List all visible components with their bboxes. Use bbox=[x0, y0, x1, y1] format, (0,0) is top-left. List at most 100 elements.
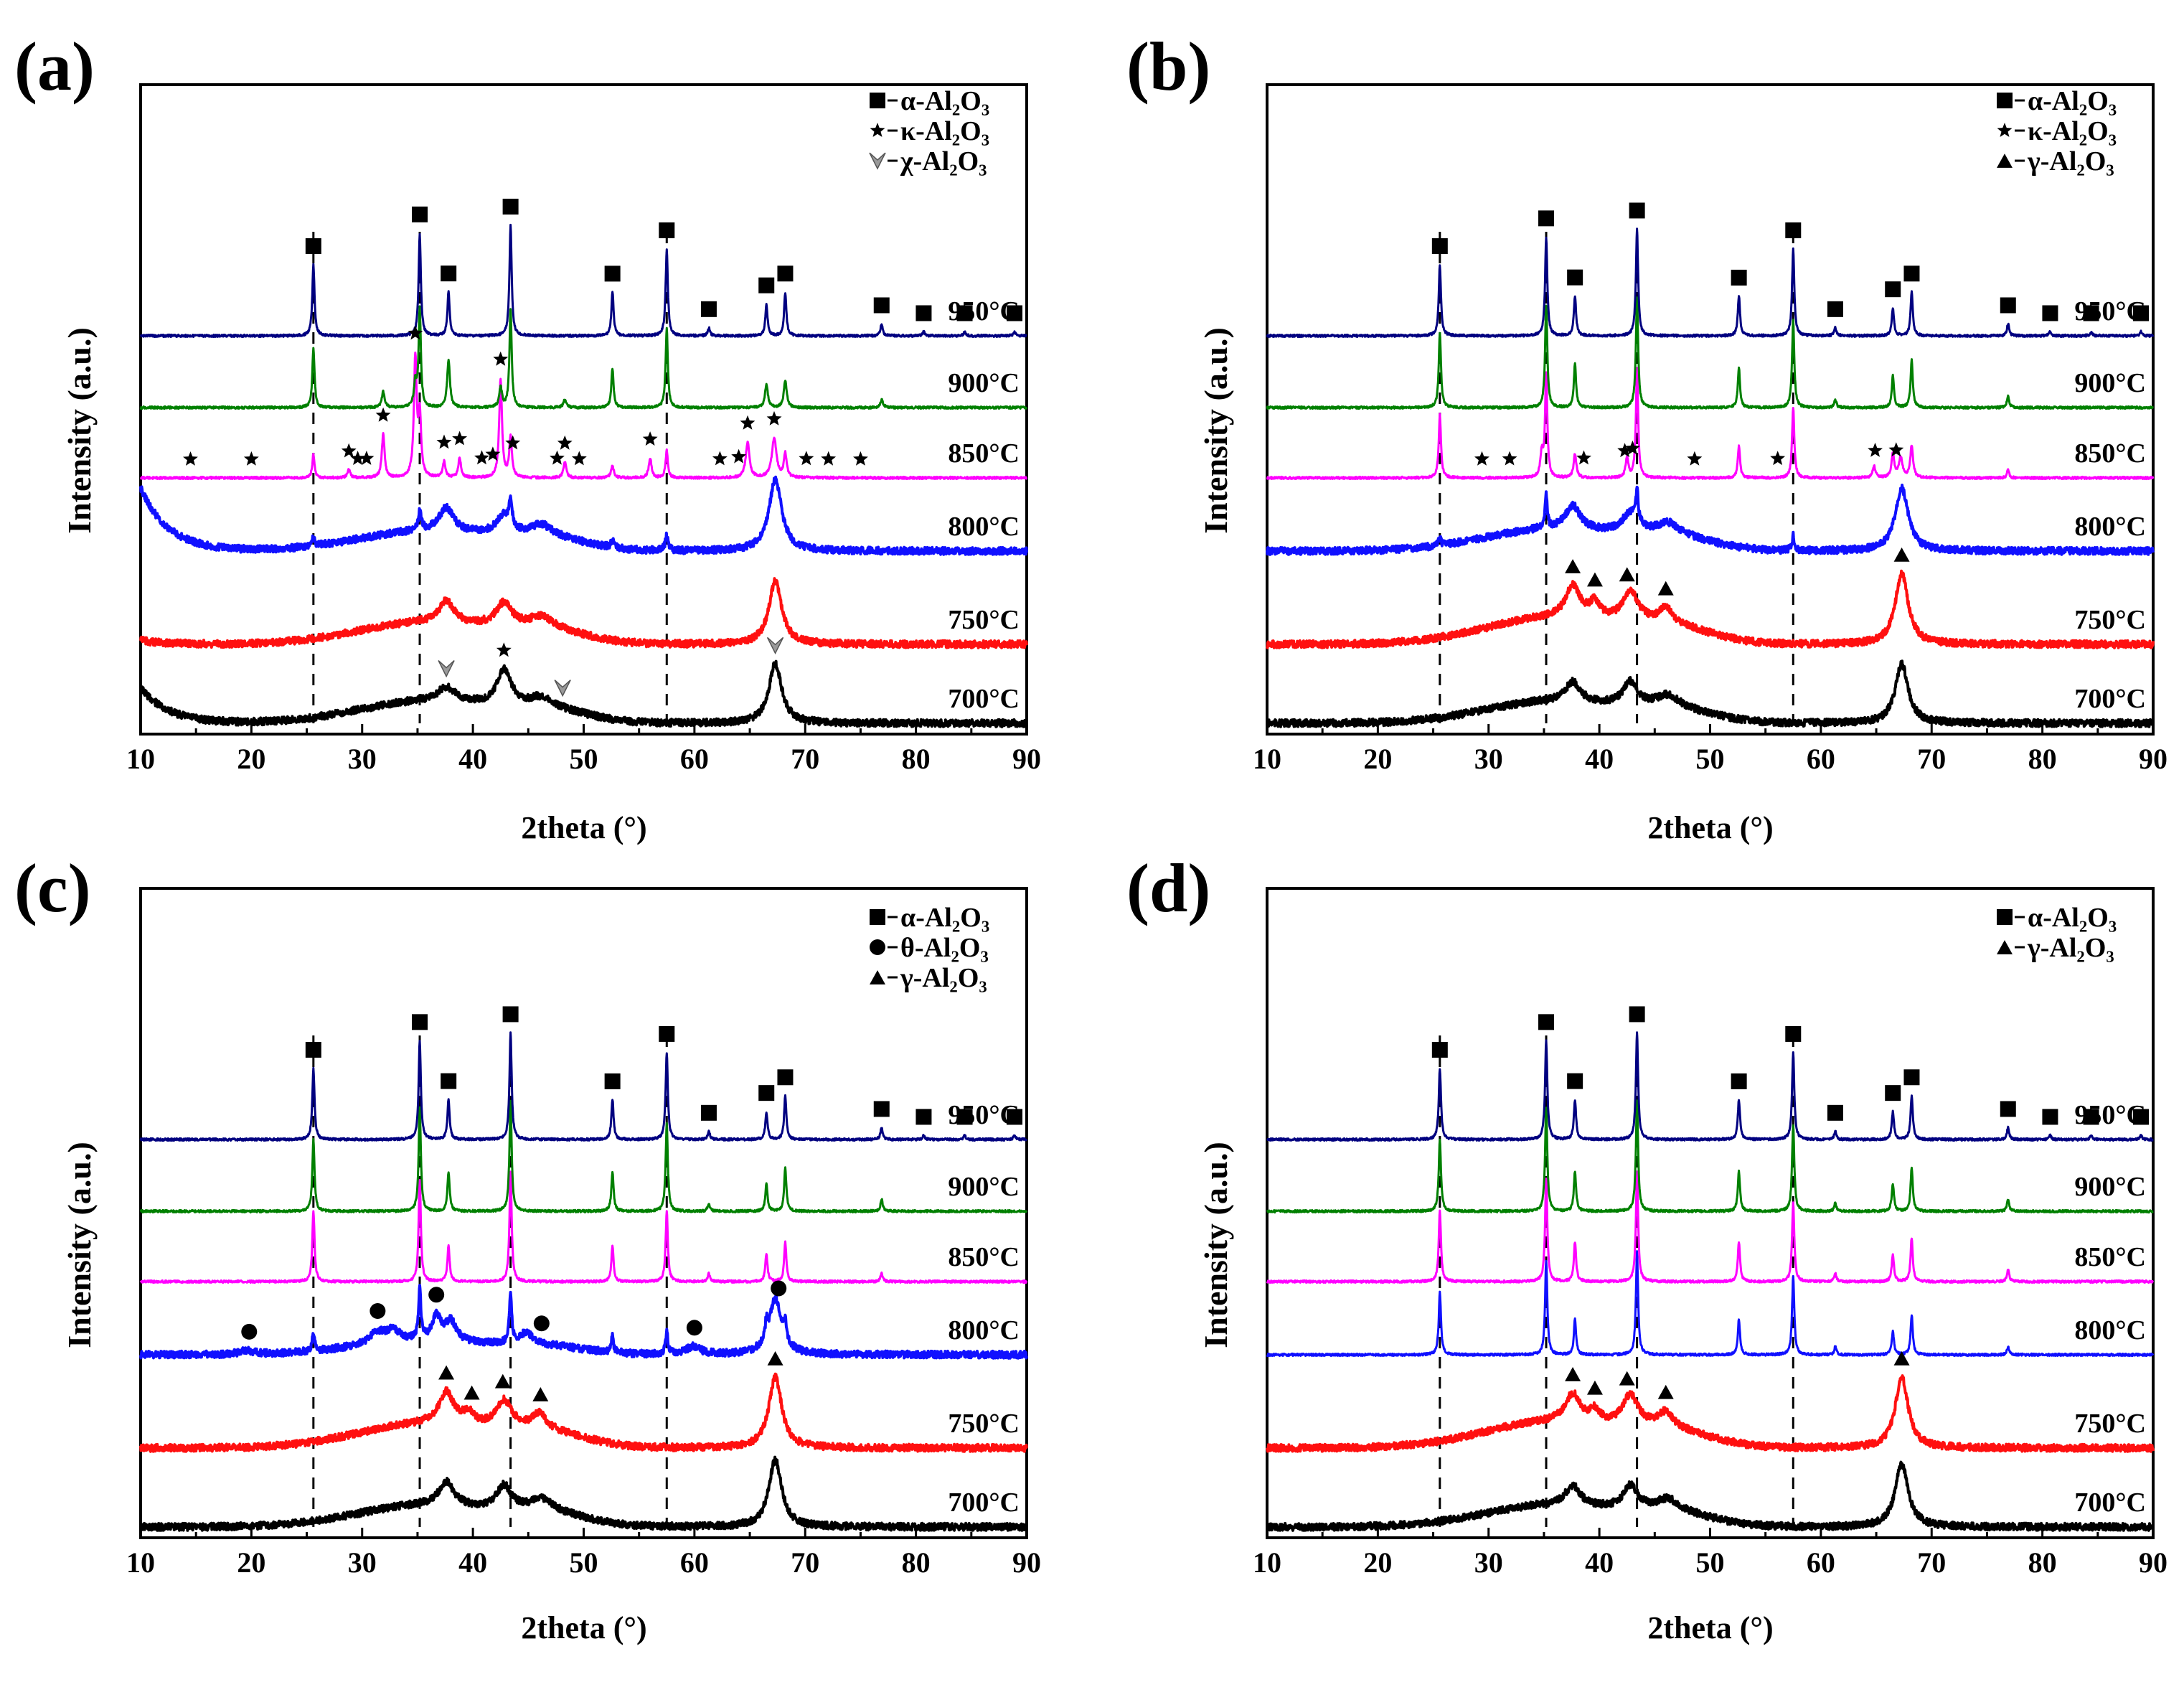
x-tick-label: 70 bbox=[791, 1546, 819, 1579]
triangle-marker bbox=[532, 1387, 549, 1401]
star-marker bbox=[496, 642, 512, 657]
star-marker bbox=[1617, 443, 1633, 458]
x-tick-label: 40 bbox=[458, 1546, 487, 1579]
series-line-800°C bbox=[139, 1284, 1028, 1360]
series-label: 750°C bbox=[2074, 605, 2146, 635]
series-line-900°C bbox=[139, 305, 1028, 410]
star-marker bbox=[341, 443, 357, 458]
panel-label: (d) bbox=[1126, 850, 1210, 926]
series-line-750°C bbox=[139, 1372, 1028, 1453]
panel-b: (b) Intensity (a.u.) 2theta (°) α-Al₂O₃κ… bbox=[1126, 28, 2167, 845]
x-tick-label: 50 bbox=[1696, 1546, 1725, 1579]
legend-label: α-Al₂O₃ bbox=[2028, 903, 2117, 933]
x-tick-label: 30 bbox=[348, 743, 377, 775]
series-label: 750°C bbox=[2074, 1409, 2146, 1439]
x-tick-label: 90 bbox=[2139, 743, 2167, 775]
phase-markers bbox=[1431, 202, 2150, 596]
series-line-750°C bbox=[1266, 1374, 2155, 1453]
series-label: 850°C bbox=[948, 438, 1020, 469]
triangle-legend-marker bbox=[870, 970, 885, 985]
star-marker bbox=[766, 410, 782, 426]
square-marker bbox=[412, 206, 428, 222]
star-marker bbox=[436, 434, 452, 449]
triangle-marker bbox=[1657, 1384, 1674, 1399]
square-marker bbox=[502, 198, 519, 215]
plot-area: 10 20 30 40 50 60 70 80 90 700°C 750°C 800°C 850°C 90… bbox=[126, 83, 1041, 775]
legend-label: κ-Al₂O₃ bbox=[900, 116, 989, 146]
square-marker bbox=[1827, 301, 1843, 317]
square-marker bbox=[1903, 266, 1920, 282]
square-legend-marker bbox=[870, 909, 885, 925]
square-marker bbox=[1538, 210, 1555, 227]
x-tick-label: 50 bbox=[570, 1546, 598, 1579]
plot-area: 10 20 30 40 50 60 70 80 90 700°C 750°C 800°C 850°C 90… bbox=[1253, 887, 2167, 1579]
x-tick-label: 20 bbox=[237, 1546, 265, 1579]
legend-label: γ-Al₂O₃ bbox=[900, 963, 987, 993]
star-marker bbox=[243, 451, 259, 466]
triangle-marker bbox=[463, 1385, 480, 1400]
square-marker bbox=[1903, 1069, 1920, 1086]
square-marker bbox=[1007, 1109, 1023, 1125]
x-tick-label: 30 bbox=[348, 1546, 377, 1579]
series-label: 800°C bbox=[948, 512, 1020, 542]
phase-markers bbox=[241, 1006, 1023, 1401]
star-marker bbox=[1888, 442, 1904, 457]
star-marker bbox=[485, 446, 501, 461]
triangle-marker bbox=[1565, 559, 1581, 573]
series-label: 850°C bbox=[948, 1242, 1020, 1272]
triangle-marker bbox=[1657, 581, 1674, 596]
star-marker bbox=[799, 451, 814, 466]
square-marker bbox=[1567, 1073, 1583, 1089]
square-marker bbox=[502, 1006, 519, 1023]
star-marker bbox=[505, 435, 521, 450]
square-marker bbox=[2000, 1101, 2016, 1117]
star-marker bbox=[1576, 450, 1591, 465]
square-marker bbox=[777, 266, 794, 282]
series-line-700°C bbox=[139, 659, 1028, 728]
star-marker bbox=[1770, 451, 1786, 466]
star-marker bbox=[712, 451, 728, 466]
series-line-800°C bbox=[1266, 484, 2155, 556]
star-marker bbox=[853, 451, 868, 466]
series-label: 750°C bbox=[948, 1409, 1020, 1439]
x-tick-label: 40 bbox=[1585, 743, 1614, 775]
series-label: 900°C bbox=[2074, 1172, 2146, 1202]
square-marker bbox=[604, 1073, 621, 1089]
series-label: 900°C bbox=[2074, 368, 2146, 398]
series-line-950°C bbox=[1266, 227, 2155, 339]
series-line-900°C bbox=[1266, 296, 2154, 410]
square-marker bbox=[305, 1041, 321, 1058]
x-tick-label: 70 bbox=[1917, 1546, 1946, 1579]
star-marker bbox=[1502, 451, 1517, 466]
panel-label: (c) bbox=[14, 850, 91, 926]
x-tick-label: 60 bbox=[1807, 1546, 1835, 1579]
legend-label: α-Al₂O₃ bbox=[900, 86, 989, 116]
square-legend-marker bbox=[1997, 93, 2013, 108]
series-line-700°C bbox=[1266, 1460, 2155, 1532]
y-axis-label: Intensity (a.u.) bbox=[61, 1142, 98, 1348]
x-axis-label: 2theta (°) bbox=[521, 810, 646, 845]
circle-marker bbox=[771, 1280, 787, 1297]
x-tick-label: 30 bbox=[1474, 1546, 1503, 1579]
star-marker bbox=[350, 451, 365, 465]
x-tick-label: 20 bbox=[1363, 1546, 1392, 1579]
chevron-marker bbox=[554, 680, 571, 697]
legend-label: γ-Al₂O₃ bbox=[2027, 933, 2114, 963]
x-tick-label: 80 bbox=[2028, 1546, 2057, 1579]
star-marker bbox=[1474, 451, 1489, 466]
triangle-marker bbox=[438, 1365, 455, 1380]
square-marker bbox=[1629, 202, 1645, 219]
triangle-marker bbox=[1619, 567, 1635, 582]
plot-area: 10 20 30 40 50 60 70 80 90 700°C 750°C 800°C 850°C 90… bbox=[126, 887, 1041, 1579]
square-marker bbox=[2042, 1109, 2058, 1125]
square-marker bbox=[1885, 1085, 1901, 1101]
chevron-legend-marker bbox=[869, 152, 886, 170]
series-line-800°C bbox=[139, 475, 1028, 556]
square-marker bbox=[873, 1101, 890, 1117]
x-tick-label: 20 bbox=[1363, 743, 1392, 775]
x-tick-label: 20 bbox=[237, 743, 265, 775]
star-marker bbox=[474, 450, 489, 465]
legend-label: γ-Al₂O₃ bbox=[2027, 146, 2114, 177]
